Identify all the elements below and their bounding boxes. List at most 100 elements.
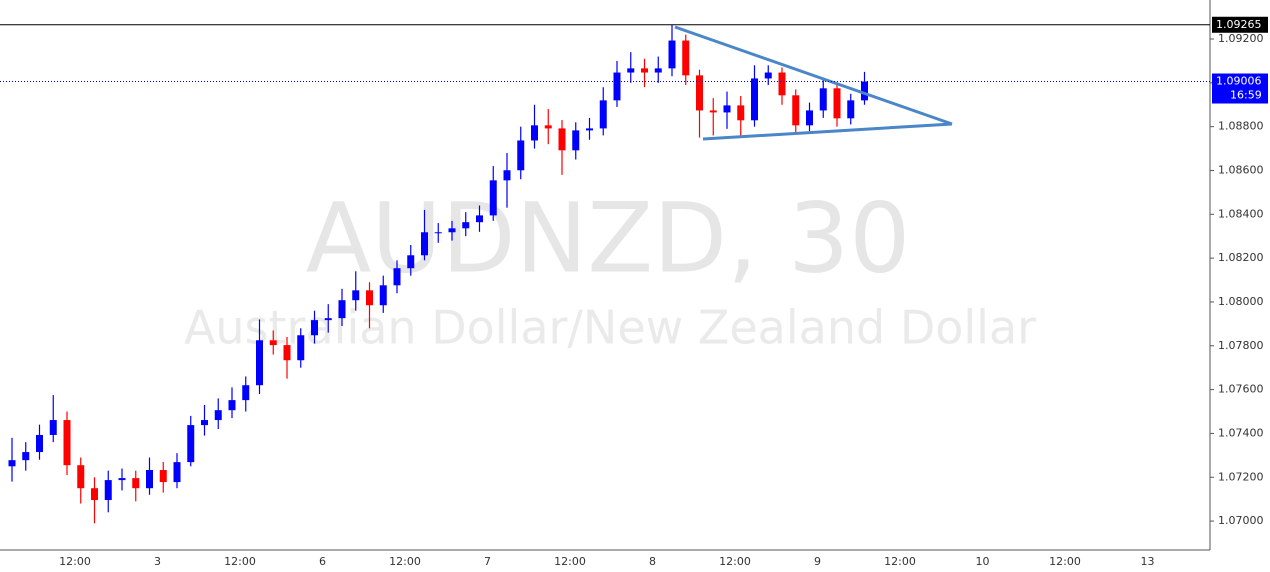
candle-body (269, 340, 277, 346)
candle-body (627, 68, 635, 73)
watermark: AUDNZD, 30 (306, 182, 911, 294)
candle-body (132, 478, 140, 489)
candle-body (173, 462, 181, 483)
x-tick-label: 12:00 (59, 555, 91, 568)
x-tick-label: 9 (814, 555, 821, 568)
candle-body (613, 72, 621, 101)
high-label-box (1212, 16, 1268, 33)
candle-body (49, 420, 57, 435)
candle-body (36, 434, 43, 453)
candle-body (77, 465, 85, 489)
candle-body (214, 410, 222, 421)
candle-body (407, 255, 415, 269)
candle-body (448, 228, 456, 233)
candle-body (22, 452, 30, 461)
candle-body (599, 100, 607, 129)
candle-body (792, 95, 800, 126)
candle-body (146, 470, 153, 489)
x-tick-label: 12:00 (1049, 555, 1081, 568)
candle-body (324, 318, 332, 321)
candle-body (91, 488, 98, 501)
x-tick-label: 10 (976, 555, 990, 568)
candle-body (861, 81, 868, 101)
candle-body (201, 420, 208, 426)
trend-line (702, 122, 953, 141)
candle-body (778, 72, 786, 96)
candle-body (462, 222, 470, 229)
candle-body (476, 215, 483, 223)
candle-body (641, 68, 648, 73)
candle-body (311, 320, 318, 336)
watermark-subtitle: Australian Dollar/New Zealand Dollar (184, 301, 1036, 355)
x-tick-label: 12:00 (884, 555, 916, 568)
candle-body (531, 125, 538, 141)
candle-body (751, 78, 758, 121)
candle-body (63, 420, 71, 466)
y-tick-label: 1.08600 (1218, 163, 1264, 176)
candle-body (297, 335, 305, 361)
y-tick-label: 1.08200 (1218, 251, 1264, 264)
candle-body (104, 480, 112, 501)
x-tick-label: 6 (319, 555, 326, 568)
candle-body (819, 88, 827, 111)
y-tick-label: 1.07400 (1218, 426, 1264, 439)
candle-body (228, 400, 236, 411)
candle-body (242, 385, 250, 401)
y-tick-label: 1.07800 (1218, 339, 1264, 352)
candle-body (366, 290, 373, 306)
candle-body (393, 268, 401, 286)
candle-body (806, 110, 813, 126)
countdown: 16:59 (1230, 89, 1262, 102)
y-tick-label: 1.07000 (1218, 514, 1264, 527)
candle-body (338, 300, 346, 319)
x-tick-label: 3 (154, 555, 161, 568)
candle-body (833, 88, 841, 119)
candle-body (558, 128, 566, 151)
candle-body (737, 105, 745, 121)
y-tick-label: 1.07200 (1218, 470, 1264, 483)
x-tick-label: 13 (1141, 555, 1155, 568)
y-tick-label: 1.08400 (1218, 207, 1264, 220)
candle-body (421, 232, 428, 256)
last-label: 1.09006 (1216, 75, 1262, 88)
candle-body (159, 470, 167, 483)
plot (8, 24, 868, 524)
candle-body (118, 478, 126, 481)
candle-body (586, 128, 593, 131)
candle-body (434, 232, 442, 234)
candle-body (709, 110, 717, 113)
candle-body (572, 130, 580, 151)
x-tick-label: 12:00 (389, 555, 421, 568)
candle-body (187, 425, 195, 463)
candle-body (764, 72, 772, 79)
candle-body (503, 170, 511, 181)
candle-body (8, 460, 16, 467)
candle-body (544, 125, 552, 129)
trend-line (674, 25, 953, 126)
high-label: 1.09265 (1216, 18, 1262, 31)
y-tick-label: 1.07600 (1218, 383, 1264, 396)
candle-body (682, 40, 690, 76)
y-tick-label: 1.09200 (1218, 32, 1264, 45)
candle-body (379, 285, 387, 306)
candle-body (256, 340, 263, 386)
x-tick-label: 12:00 (719, 555, 751, 568)
x-tick-label: 8 (649, 555, 656, 568)
y-tick-label: 1.08800 (1218, 120, 1264, 133)
candle-body (283, 345, 291, 361)
x-tick-label: 12:00 (554, 555, 586, 568)
candle-body (352, 290, 360, 301)
last-label-box (1212, 73, 1268, 104)
x-tick-label: 7 (484, 555, 491, 568)
y-tick-label: 1.08000 (1218, 295, 1264, 308)
candle-body (723, 105, 731, 113)
candle-body (668, 40, 676, 69)
candle-body (847, 100, 855, 119)
x-tick-label: 12:00 (224, 555, 256, 568)
candle-body (696, 75, 703, 111)
candle-body (654, 68, 662, 73)
candle-body (489, 180, 497, 216)
candle-body (517, 140, 525, 171)
